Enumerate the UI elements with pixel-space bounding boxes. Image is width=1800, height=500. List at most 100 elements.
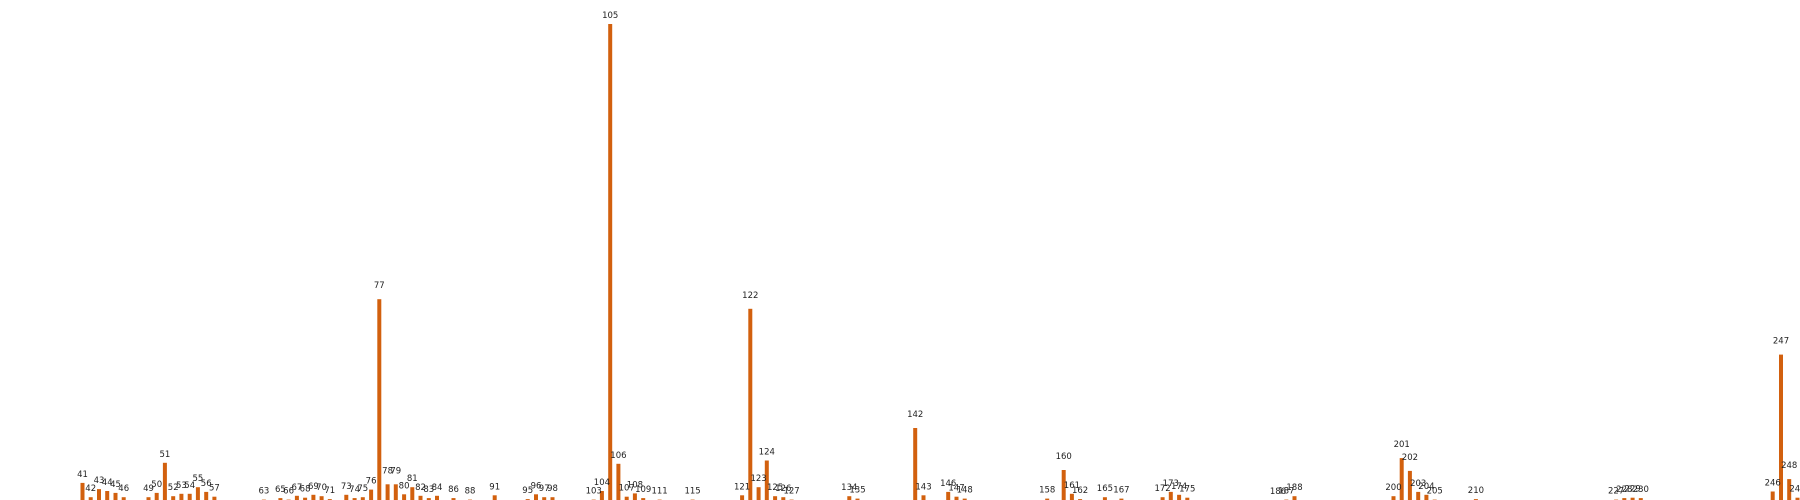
bar-80 [402,494,407,500]
bar-label-142: 142 [907,410,923,420]
bar-label-45: 45 [110,480,121,490]
bar-124 [764,460,769,500]
bar-51 [162,462,167,500]
bar-label-81: 81 [407,474,418,484]
bar-200 [1391,496,1396,500]
bar-label-175: 175 [1179,485,1195,495]
bar-65 [278,498,283,500]
bar-79 [393,484,398,500]
bar-label-44: 44 [102,478,113,488]
bar-label-143: 143 [915,482,931,492]
bar-249 [1795,497,1800,500]
bar-label-75: 75 [357,484,368,494]
bar-label-135: 135 [849,486,865,496]
bar-label-174: 174 [1171,482,1187,492]
bar-76 [369,489,374,500]
bar-161 [1069,493,1074,500]
bar-52 [171,496,176,500]
bar-label-67: 67 [291,483,302,493]
bar-label-127: 127 [783,487,799,497]
bar-247 [1779,354,1783,500]
bar-121 [740,495,745,500]
bar-label-56: 56 [201,479,212,489]
bar-label-202: 202 [1402,453,1418,463]
bar-label-172: 172 [1154,484,1170,494]
bar-202 [1407,470,1412,500]
bar-97 [542,497,547,500]
bar-label-122: 122 [742,291,758,301]
bar-label-107: 107 [619,484,635,494]
bar-43 [97,489,101,500]
bar-label-121: 121 [734,482,750,492]
bar-label-230: 230 [1633,485,1649,495]
bar-label-88: 88 [465,487,476,497]
bar-84 [435,495,439,500]
bar-173 [1168,491,1173,500]
bar-135 [855,498,860,500]
bar-label-65: 65 [275,485,286,495]
bar-label-77: 77 [374,281,385,291]
bar-label-63: 63 [258,487,269,497]
bar-175 [1185,497,1190,500]
bar-165 [1102,497,1107,500]
bar-42 [88,497,93,500]
bar-148 [962,498,967,500]
bar-label-70: 70 [316,483,327,493]
bar-label-247: 247 [1773,337,1789,347]
bar-73 [344,494,349,500]
bar-label-78: 78 [382,466,393,476]
bar-label-43: 43 [94,476,105,486]
bar-67 [294,495,299,500]
bar-label-187: 187 [1278,487,1294,497]
bar-105 [608,24,613,500]
bar-label-146: 146 [940,479,956,489]
bar-123 [756,487,761,500]
bar-label-227: 227 [1608,487,1624,497]
bar-label-147: 147 [948,484,964,494]
bar-91 [492,495,497,500]
bar-label-86: 86 [448,485,459,495]
bar-label-103: 103 [586,487,602,497]
bar-label-42: 42 [85,484,96,494]
bar-125 [773,496,778,500]
bar-204 [1424,494,1429,500]
bar-108 [632,493,637,500]
bar-label-104: 104 [594,478,610,488]
bar-55 [195,487,200,500]
bar-106 [616,463,621,500]
bar-label-160: 160 [1056,452,1072,462]
bar-label-69: 69 [308,482,319,492]
bar-70 [319,496,324,500]
bar-label-50: 50 [151,480,162,490]
bar-54 [187,493,192,500]
bar-label-111: 111 [651,487,667,497]
bar-41 [80,482,85,500]
bar-label-204: 204 [1418,482,1434,492]
bar-label-229: 229 [1624,485,1640,495]
bar-75 [360,497,365,500]
bar-label-41: 41 [77,470,88,480]
bar-label-55: 55 [192,474,203,484]
bar-label-205: 205 [1427,487,1443,497]
bar-label-68: 68 [300,485,311,495]
bar-label-109: 109 [635,485,651,495]
bar-label-248: 248 [1781,461,1797,471]
bar-203 [1416,491,1421,500]
bar-label-73: 73 [341,482,352,492]
bar-230 [1638,498,1643,500]
bar-160 [1061,470,1066,500]
bar-147 [954,496,959,500]
bar-126 [781,497,786,500]
bar-45 [113,492,118,500]
bar-label-134: 134 [841,483,857,493]
bar-label-51: 51 [159,450,170,460]
bar-label-158: 158 [1039,486,1055,496]
bar-label-106: 106 [610,451,626,461]
bar-77 [377,299,382,500]
bar-81 [410,487,415,500]
bar-57 [212,496,217,500]
bar-44 [105,491,110,500]
bar-label-91: 91 [489,482,500,492]
bar-107 [624,496,629,500]
bar-label-201: 201 [1394,440,1410,450]
